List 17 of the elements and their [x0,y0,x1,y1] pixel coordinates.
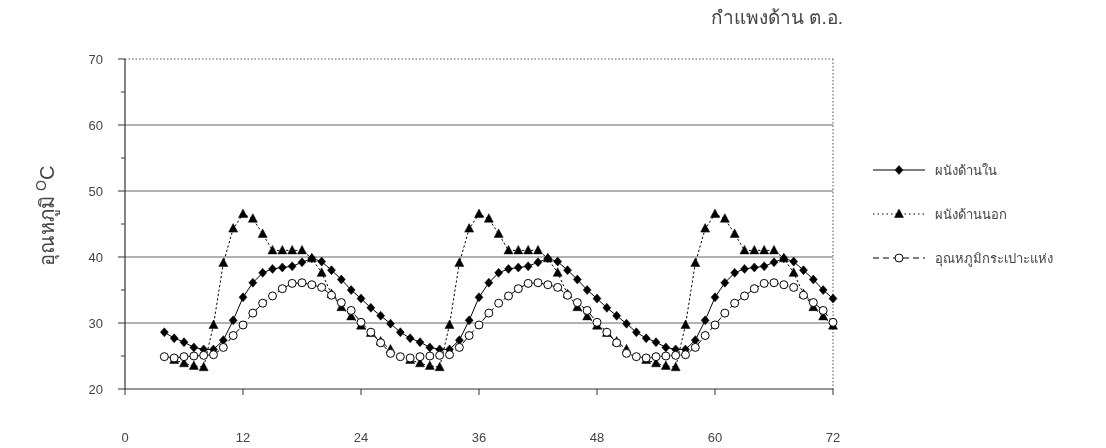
x-tick-label: 48 [589,430,605,445]
x-tick-label: 72 [825,430,841,445]
x-tick-label: 36 [471,430,487,445]
y-tick-label: 50 [88,184,103,199]
legend-label: ผนังด้านนอก [935,207,1007,222]
x-tick-label: 12 [235,430,251,445]
x-tick-label: 60 [707,430,723,445]
y-tick-label: 20 [88,382,103,397]
y-tick-label: 70 [88,52,103,67]
y-tick-label: 60 [88,118,103,133]
x-tick-label: 0 [121,430,129,445]
y-tick-label: 40 [88,250,103,265]
legend-label: อุณหภูมิกระเปาะแห่ง [935,251,1053,267]
legend-label: ผนังด้านใน [935,163,997,178]
x-tick-label: 24 [353,430,369,445]
y-tick-label: 30 [88,316,103,331]
chart-title: กำแพงด้าน ต.อ. [711,7,843,28]
